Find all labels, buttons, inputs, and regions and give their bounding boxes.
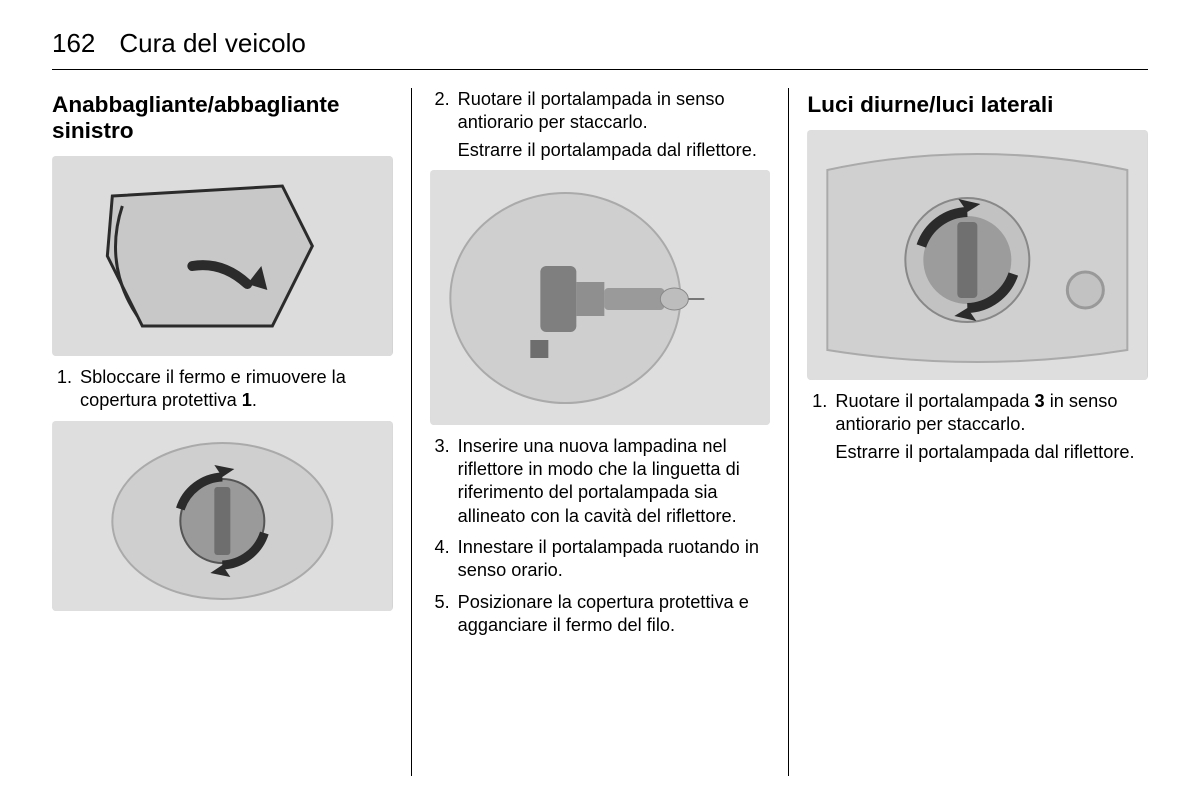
step-1: 1. Sbloccare il fermo e rimuovere la cop…	[52, 366, 393, 413]
heading-drl-sidelights: Luci diurne/luci laterali	[807, 92, 1148, 118]
step-number: 1.	[52, 366, 72, 413]
chapter-title: Cura del veicolo	[119, 28, 305, 59]
step-3: 3. Inserire una nuova lampadina nel rifl…	[430, 435, 771, 528]
heading-low-high-beam-left: Anabbagliante/abbagliante sinistro	[52, 92, 393, 144]
page-header: 162 Cura del veicolo	[52, 28, 1148, 70]
steps-list-2a: 2. Ruotare il portalampada in senso anti…	[430, 88, 771, 162]
steps-list-2b: 3. Inserire una nuova lampadina nel rifl…	[430, 435, 771, 637]
figure-bulb-extract	[430, 170, 771, 425]
steps-list-3: 1. Ruotare il portalampada 3 in senso an…	[807, 390, 1148, 464]
page-number: 162	[52, 28, 95, 59]
step-text-sub: Estrarre il portalampada dal riflettore.	[835, 441, 1148, 464]
step-text-part-b: .	[252, 390, 257, 410]
step-number: 2.	[430, 88, 450, 162]
bulb-holder-rotate-illustration	[52, 421, 393, 611]
manual-page: 162 Cura del veicolo Anabbagliante/abbag…	[0, 0, 1200, 802]
step-4: 4. Innestare il portalampada ruotando in…	[430, 536, 771, 583]
step-text: Ruotare il portalampada 3 in senso antio…	[835, 390, 1148, 464]
step-text: Ruotare il portalampada in senso antiora…	[458, 88, 771, 162]
content-columns: Anabbagliante/abbagliante sinistro 1. Sb…	[52, 88, 1148, 776]
steps-list-1a: 1. Sbloccare il fermo e rimuovere la cop…	[52, 366, 393, 413]
step-number: 3.	[430, 435, 450, 528]
step-text-part-a: Ruotare il portalampada	[835, 391, 1034, 411]
figure-cover-removal	[52, 156, 393, 356]
column-2: 2. Ruotare il portalampada in senso anti…	[411, 88, 789, 776]
drl-rotate-illustration	[807, 130, 1148, 380]
step-text: Inserire una nuova lampadina nel riflett…	[458, 435, 771, 528]
step-number: 5.	[430, 591, 450, 638]
column-3: Luci diurne/luci laterali 1.	[788, 88, 1148, 776]
step-text-bold: 1	[242, 390, 252, 410]
figure-drl-rotate	[807, 130, 1148, 380]
step-text-bold: 3	[1035, 391, 1045, 411]
column-1: Anabbagliante/abbagliante sinistro 1. Sb…	[52, 88, 411, 776]
figure-bulb-holder-rotate	[52, 421, 393, 611]
step-2: 2. Ruotare il portalampada in senso anti…	[430, 88, 771, 162]
step-5: 5. Posizionare la copertura protettiva e…	[430, 591, 771, 638]
step-text: Innestare il portalampada ruotando in se…	[458, 536, 771, 583]
bulb-extract-illustration	[430, 170, 771, 425]
step-text: Posizionare la copertura protettiva e ag…	[458, 591, 771, 638]
step-number: 1.	[807, 390, 827, 464]
step-text-part-a: Sbloccare il fermo e rimuovere la copert…	[80, 367, 346, 410]
step-text-main: Ruotare il portalampada in senso antiora…	[458, 89, 725, 132]
step-number: 4.	[430, 536, 450, 583]
cover-removal-illustration	[52, 156, 393, 356]
step-1-drl: 1. Ruotare il portalampada 3 in senso an…	[807, 390, 1148, 464]
step-text: Sbloccare il fermo e rimuovere la copert…	[80, 366, 393, 413]
step-text-sub: Estrarre il portalampada dal riflettore.	[458, 139, 771, 162]
